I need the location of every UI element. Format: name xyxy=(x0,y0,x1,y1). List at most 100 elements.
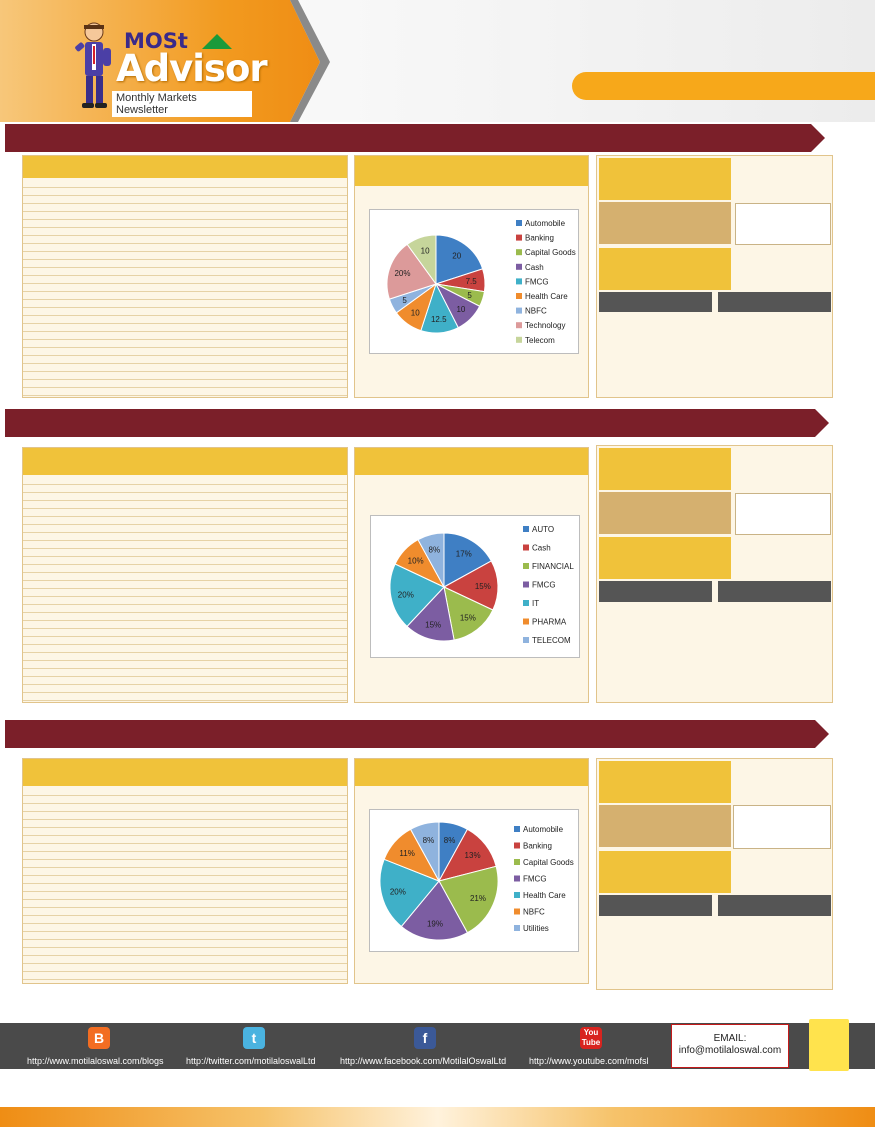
twitter-icon[interactable]: t xyxy=(243,1027,265,1049)
youtube-icon[interactable]: You Tube xyxy=(580,1027,602,1049)
section-3-info-panel xyxy=(596,758,833,990)
legend-swatch xyxy=(523,563,529,569)
section-1-info-value-box xyxy=(735,203,831,245)
pie-data-label: 20% xyxy=(390,888,406,897)
section-1-holdings-table xyxy=(23,180,347,396)
legend-label: Cash xyxy=(525,263,544,272)
pie-data-label: 13% xyxy=(465,851,481,860)
legend-swatch xyxy=(516,220,522,226)
pie-data-label: 15% xyxy=(425,620,441,629)
section-2-holdings-header xyxy=(23,448,347,475)
legend-label: IT xyxy=(532,599,539,608)
section-2-info-value-box xyxy=(735,493,831,535)
section-1-pie-svg: 20 Automobile 7.5 Banking 5 Capital Goods 10 Ca… xyxy=(386,219,576,345)
pie-slice-telecom xyxy=(417,532,445,588)
legend-label: Banking xyxy=(525,234,554,243)
email-box[interactable]: EMAIL: info@motilaloswal.com xyxy=(671,1024,789,1068)
footer-link-facebook[interactable]: http://www.facebook.com/MotilalOswalLtd xyxy=(340,1056,507,1066)
section-2-holdings-table xyxy=(23,477,347,701)
footer-link-twitter[interactable]: http://twitter.com/motilaloswalLtd xyxy=(186,1056,316,1066)
section-1-chart-panel: 20 Automobile 7.5 Banking 5 Capital Goods 10 Ca… xyxy=(354,155,589,398)
legend-swatch xyxy=(516,278,522,285)
section-3-info-tab-1 xyxy=(599,895,712,916)
legend-label: Health Care xyxy=(523,891,566,900)
legend-swatch xyxy=(514,925,520,931)
section-2-pie-svg: 17% AUTO 15% Cash 15% FINANCIAL 15% FMCG 20% IT 10… xyxy=(389,525,574,645)
legend-swatch xyxy=(514,892,520,898)
section-2-chart-panel: 17% AUTO 15% Cash 15% FINANCIAL 15% FMCG 20% IT 10… xyxy=(354,447,589,703)
blogger-icon[interactable]: B xyxy=(88,1027,110,1049)
section-2-chart-header xyxy=(355,448,588,475)
pie-data-label: 8% xyxy=(429,545,441,554)
pie-data-label: 20% xyxy=(394,269,410,278)
legend-label: FMCG xyxy=(532,581,556,590)
legend-label: Capital Goods xyxy=(525,248,576,257)
section-3-holdings-panel xyxy=(22,758,348,984)
pie-data-label: 21% xyxy=(470,894,486,903)
legend-swatch xyxy=(516,336,522,343)
pie-data-label: 10 xyxy=(421,246,430,255)
legend-swatch xyxy=(516,249,522,256)
legend-swatch xyxy=(514,859,520,865)
pie-data-label: 12.5 xyxy=(431,315,447,324)
logo: MOSt Advisor Monthly Markets Newsletter xyxy=(112,27,268,117)
legend-label: Banking xyxy=(523,842,552,851)
pie-slice-capital-goods xyxy=(438,865,499,934)
section-1-title-bar xyxy=(5,124,825,152)
page-number-tab xyxy=(809,1019,849,1071)
pie-data-label: 8% xyxy=(423,836,435,845)
facebook-icon[interactable]: f xyxy=(414,1027,436,1049)
section-2-info-panel xyxy=(596,445,833,703)
logo-most-text: MOSt xyxy=(124,29,188,53)
legend-swatch xyxy=(514,908,520,915)
pie-data-label: 15% xyxy=(475,582,491,591)
logo-subtitle: Monthly Markets Newsletter xyxy=(112,91,252,117)
legend-swatch xyxy=(523,637,529,643)
pie-data-label: 5 xyxy=(402,296,407,305)
pie-slice-cash xyxy=(442,560,499,611)
legend-label: FMCG xyxy=(523,875,547,884)
section-3-info-box-3 xyxy=(599,851,731,893)
section-3-holdings-header xyxy=(23,759,347,786)
pie-data-label: 20% xyxy=(398,590,414,599)
pie-data-label: 17% xyxy=(456,550,472,559)
legend-label: Health Care xyxy=(525,292,568,301)
pie-slice-technology xyxy=(386,243,437,300)
footer-link-youtube[interactable]: http://www.youtube.com/mofsl xyxy=(529,1056,649,1066)
section-3-info-box-2 xyxy=(599,805,731,847)
section-2-holdings-panel xyxy=(22,447,348,703)
legend-swatch xyxy=(514,875,520,882)
pie-slice-auto xyxy=(443,532,493,588)
legend-label: Telecom xyxy=(525,336,555,345)
section-3-title-bar xyxy=(5,720,829,748)
pie-slice-health-care xyxy=(379,858,440,928)
logo-advisor-text: Advisor xyxy=(116,47,268,90)
section-1-info-box-3 xyxy=(599,248,731,290)
legend-label: Automobile xyxy=(523,825,564,834)
pie-data-label: 19% xyxy=(427,919,443,928)
legend-label: AUTO xyxy=(532,525,554,534)
section-3-chart-header xyxy=(355,759,588,786)
legend-swatch xyxy=(523,600,529,606)
section-2-info-box-1 xyxy=(599,448,731,490)
pie-slice-fmcg xyxy=(400,880,469,941)
legend-label: PHARMA xyxy=(532,618,567,627)
legend-swatch xyxy=(516,293,522,299)
header-accent-bar xyxy=(572,72,875,100)
footer-link-blog[interactable]: http://www.motilaloswal.com/blogs xyxy=(27,1056,164,1066)
section-3-info-box-1 xyxy=(599,761,731,803)
email-label: EMAIL: xyxy=(713,1033,747,1044)
legend-swatch xyxy=(523,618,529,625)
pie-slice-fmcg xyxy=(406,585,455,642)
pie-data-label: 7.5 xyxy=(466,277,478,286)
section-2-info-tab-2 xyxy=(718,581,831,602)
legend-swatch xyxy=(523,544,529,551)
pie-slice-it xyxy=(389,563,445,628)
legend-label: Automobile xyxy=(525,219,566,228)
section-1-pie-chart: 20 Automobile 7.5 Banking 5 Capital Goods 10 Ca… xyxy=(369,209,579,354)
email-address[interactable]: info@motilaloswal.com xyxy=(678,1045,782,1056)
section-2-info-box-3 xyxy=(599,537,731,579)
mascot-icon xyxy=(75,22,111,108)
pie-data-label: 8% xyxy=(444,836,456,845)
legend-swatch xyxy=(514,842,520,849)
